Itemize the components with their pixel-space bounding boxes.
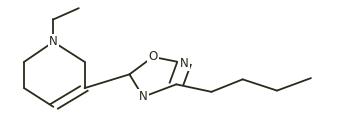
Text: N: N — [139, 90, 148, 103]
Text: N: N — [49, 35, 58, 48]
Text: N: N — [180, 57, 188, 70]
Text: O: O — [148, 50, 157, 63]
